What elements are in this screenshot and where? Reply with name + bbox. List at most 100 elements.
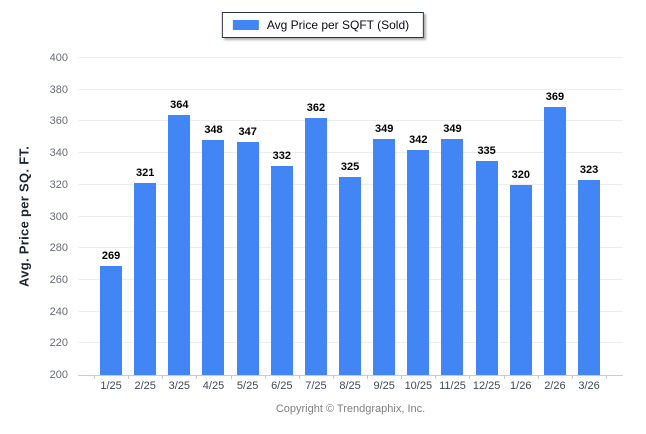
- bar-slot: 349: [367, 58, 401, 375]
- x-axis-tick: [264, 375, 266, 379]
- legend-swatch-icon: [232, 20, 259, 30]
- plot-area: 269 321 364 348 347 332 362 325 349 342 349 335 320 3…: [78, 57, 623, 379]
- x-axis-tick: [606, 375, 607, 379]
- x-axis-tick: [367, 375, 369, 379]
- x-tick-label-2/25: 2/25: [134, 380, 156, 392]
- y-tick-label-360: 360: [49, 115, 68, 128]
- x-tick-label-11/25: 11/25: [439, 380, 466, 392]
- gridline-400: [78, 57, 623, 58]
- bar-11/25: [441, 138, 464, 375]
- x-axis-tick: [469, 375, 471, 379]
- bar-value-label: 349: [443, 122, 462, 135]
- bar-slot: 349: [435, 58, 469, 375]
- y-tick-label-320: 320: [49, 178, 68, 191]
- bar-value-label: 335: [477, 145, 496, 157]
- bar-1/25: [100, 265, 123, 375]
- x-axis-tick: [162, 375, 164, 379]
- y-tick-label-400: 400: [49, 52, 68, 64]
- x-tick-label-8/25: 8/25: [339, 380, 361, 392]
- x-axis-tick: [503, 375, 505, 379]
- legend-label: Avg Price per SQFT (Sold): [266, 18, 410, 32]
- bar-value-label: 320: [511, 168, 530, 181]
- bar-slot: 323: [572, 58, 606, 375]
- bar-6/25: [270, 165, 293, 375]
- copyright-text: Copyright © Trendgraphix, Inc.: [275, 403, 426, 415]
- x-tick-label-6/25: 6/25: [271, 380, 293, 392]
- bars-region: 269 321 364 348 347 332 362 325 349 342 349 335 320 3…: [94, 58, 607, 379]
- x-axis-tick: [128, 375, 130, 379]
- y-tick-label-380: 380: [49, 83, 68, 96]
- gridline-340: [78, 152, 623, 154]
- bar-5/25: [236, 142, 259, 375]
- bar-3/25: [168, 115, 191, 375]
- bar-value-label: 349: [375, 122, 394, 135]
- bar-value-label: 364: [170, 99, 189, 112]
- bar-2/25: [134, 183, 157, 375]
- bar-slot: 335: [470, 58, 504, 375]
- bar-slot: 342: [401, 58, 435, 375]
- y-tick-label-340: 340: [49, 147, 68, 160]
- x-axis-tick: [94, 375, 95, 379]
- x-axis-tick: [196, 375, 198, 379]
- bar-12/25: [475, 161, 498, 375]
- bar-slot: 369: [538, 58, 572, 375]
- y-tick-label-220: 220: [49, 337, 68, 350]
- y-tick-label-280: 280: [49, 242, 68, 255]
- bar-1/26: [509, 184, 532, 375]
- bar-2/26: [543, 107, 566, 375]
- chart-legend: Avg Price per SQFT (Sold): [221, 12, 425, 38]
- y-tick-label-300: 300: [49, 210, 68, 223]
- bar-7/25: [304, 118, 327, 375]
- bar-slot: 321: [128, 58, 162, 375]
- bar-slot: 364: [162, 58, 196, 375]
- x-tick-label-10/25: 10/25: [404, 380, 433, 392]
- x-tick-label-1/25: 1/25: [100, 380, 122, 392]
- gridline-380: [78, 88, 623, 90]
- x-axis-tick: [230, 375, 232, 379]
- bar-value-label: 332: [272, 149, 291, 162]
- bar-value-label: 321: [136, 167, 155, 180]
- y-tick-label-200: 200: [49, 369, 68, 381]
- gridline-360: [78, 120, 623, 122]
- x-axis-tick: [332, 375, 334, 379]
- x-axis-tick: [571, 375, 573, 379]
- bar-8/25: [339, 176, 362, 375]
- y-tick-label-240: 240: [49, 305, 68, 318]
- bar-value-label: 269: [101, 249, 121, 262]
- x-tick-label-3/25: 3/25: [168, 380, 191, 392]
- x-axis-tick: [401, 375, 403, 379]
- x-axis-tick: [298, 375, 300, 379]
- bar-10/25: [407, 149, 430, 375]
- bar-slot: 348: [196, 58, 230, 375]
- bar-slot: 362: [299, 58, 333, 375]
- bar-slot: 332: [265, 58, 299, 375]
- bar-9/25: [373, 138, 396, 375]
- x-axis-tick: [435, 375, 437, 379]
- bar-value-label: 347: [238, 126, 257, 138]
- bar-value-label: 369: [545, 91, 565, 104]
- x-axis-tick: [537, 375, 539, 379]
- bar-slot: 269: [94, 58, 128, 375]
- bar-slot: 347: [231, 58, 265, 375]
- y-tick-label-260: 260: [49, 273, 68, 286]
- bar-value-label: 348: [204, 124, 223, 137]
- x-tick-label-9/25: 9/25: [373, 380, 395, 392]
- bar-value-label: 362: [306, 102, 326, 115]
- x-tick-label-12/25: 12/25: [472, 380, 501, 392]
- bar-3/26: [578, 180, 601, 375]
- x-tick-label-4/25: 4/25: [202, 380, 225, 392]
- bar-value-label: 325: [340, 160, 360, 173]
- x-tick-label-7/25: 7/25: [305, 380, 327, 392]
- x-tick-label-2/26: 2/26: [544, 380, 566, 392]
- bar-value-label: 342: [409, 133, 428, 146]
- x-axis-tick-labels: 1/25 2/25 3/25 4/25 5/25 6/25 7/25 8/25 9/25 10/2…: [94, 380, 606, 392]
- y-axis-tick-labels: 200 220 240 260 280 300 320 340 360 380 400: [0, 52, 72, 381]
- bar-value-label: 323: [579, 164, 599, 176]
- bar-slot: 325: [333, 58, 367, 375]
- x-tick-label-1/26: 1/26: [510, 380, 532, 392]
- x-tick-label-5/25: 5/25: [236, 380, 259, 392]
- bar-slot: 320: [504, 58, 538, 375]
- bar-4/25: [202, 140, 225, 375]
- x-tick-label-3/26: 3/26: [578, 380, 600, 392]
